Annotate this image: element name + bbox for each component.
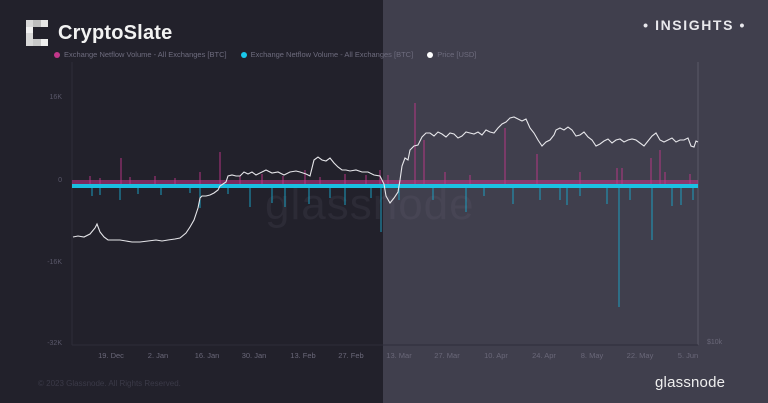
legend-item-outflow[interactable]: Exchange Netflow Volume - All Exchanges …: [240, 50, 414, 59]
legend-label: Price [USD]: [437, 50, 477, 59]
legend-dot-icon: [427, 51, 434, 58]
highlight-panel: [383, 0, 768, 403]
y-tick: -32K: [47, 340, 62, 347]
x-tick: 24. Apr: [532, 351, 556, 360]
y-tick: 16K: [49, 94, 62, 101]
legend-label: Exchange Netflow Volume - All Exchanges …: [250, 50, 414, 59]
x-tick: 19. Dec: [98, 351, 124, 360]
legend-dot-icon: [240, 51, 247, 58]
x-tick: 5. Jun: [677, 351, 699, 360]
price-axis-tick: $10k: [707, 339, 723, 346]
chart-watermark: glassnode: [265, 180, 475, 229]
brand-title: CryptoSlate: [58, 22, 173, 44]
x-tick: 13. Mar: [386, 351, 412, 360]
copyright-text: © 2023 Glassnode. All Rights Reserved.: [38, 379, 181, 388]
x-tick: 8. May: [580, 351, 604, 360]
y-tick: 0: [58, 177, 62, 184]
x-tick: 30. Jan: [241, 351, 267, 360]
chart-legend: Exchange Netflow Volume - All Exchanges …: [54, 50, 476, 59]
x-tick: 2. Jan: [147, 351, 169, 360]
price-line: [72, 116, 699, 243]
insights-badge: • INSIGHTS •: [643, 17, 746, 33]
legend-dot-icon: [54, 51, 60, 58]
outflow-bars: [91, 188, 694, 307]
legend-label: Exchange Netflow Volume - All Exchanges …: [64, 50, 227, 59]
y-tick: -16K: [47, 259, 62, 266]
cryptoslate-logo-icon: [26, 20, 48, 46]
x-tick: 10. Apr: [484, 351, 508, 360]
legend-item-price[interactable]: Price [USD]: [427, 50, 476, 59]
legend-item-inflow[interactable]: Exchange Netflow Volume - All Exchanges …: [54, 50, 227, 59]
glassnode-logo: glassnode: [655, 374, 726, 391]
x-tick: 27. Feb: [338, 351, 364, 360]
x-tick: 22. May: [626, 351, 654, 360]
x-tick: 16. Jan: [194, 351, 220, 360]
x-tick: 27. Mar: [434, 351, 460, 360]
x-tick: 13. Feb: [290, 351, 316, 360]
